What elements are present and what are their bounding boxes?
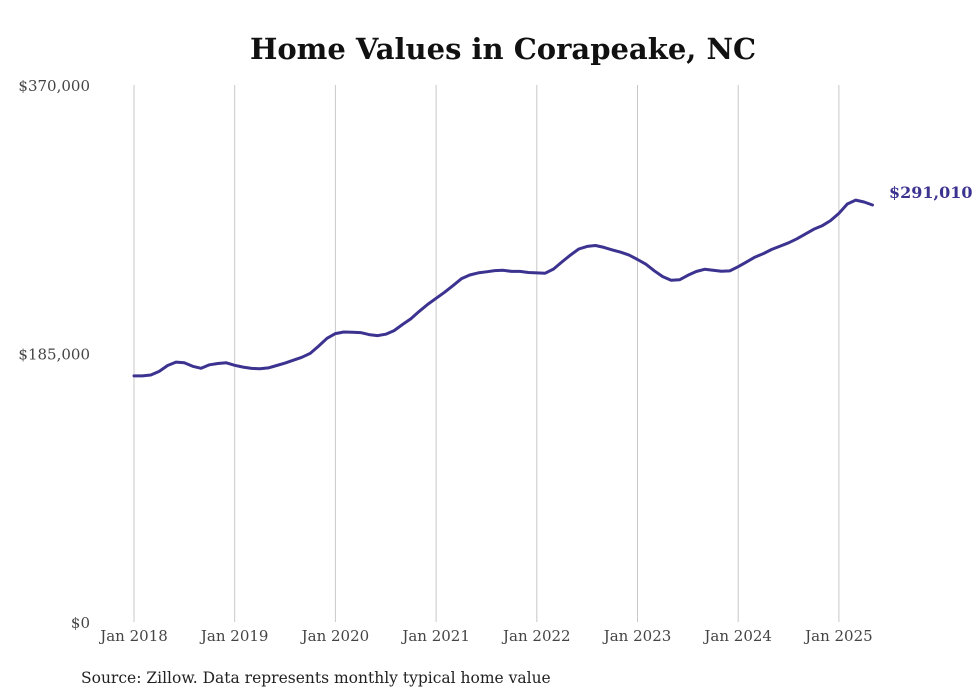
- chart-title: Home Values in Corapeake, NC: [250, 32, 756, 66]
- y-tick-label: $370,000: [18, 77, 90, 95]
- y-axis-ticks: $0 $185,000 $370,000: [18, 77, 90, 632]
- x-tick-label: Jan 2021: [400, 627, 470, 645]
- x-tick-label: Jan 2025: [803, 627, 873, 645]
- x-tick-label: Jan 2022: [501, 627, 571, 645]
- y-tick-label: $185,000: [18, 346, 90, 364]
- x-tick-label: Jan 2019: [199, 627, 269, 645]
- series-layer: [132, 198, 874, 378]
- x-tick-label: Jan 2018: [98, 627, 168, 645]
- series-line-0: [132, 198, 874, 378]
- last-value-label: $291,010: [889, 183, 973, 202]
- x-axis-ticks: Jan 2018 Jan 2019 Jan 2020 Jan 2021 Jan 2022…: [98, 627, 872, 645]
- x-tick-label: Jan 2020: [300, 627, 370, 645]
- gridlines: [133, 85, 840, 622]
- y-tick-label: $0: [71, 614, 90, 632]
- x-tick-label: Jan 2024: [702, 627, 772, 645]
- x-tick-label: Jan 2023: [602, 627, 672, 645]
- source-note: Source: Zillow. Data represents monthly …: [81, 669, 551, 687]
